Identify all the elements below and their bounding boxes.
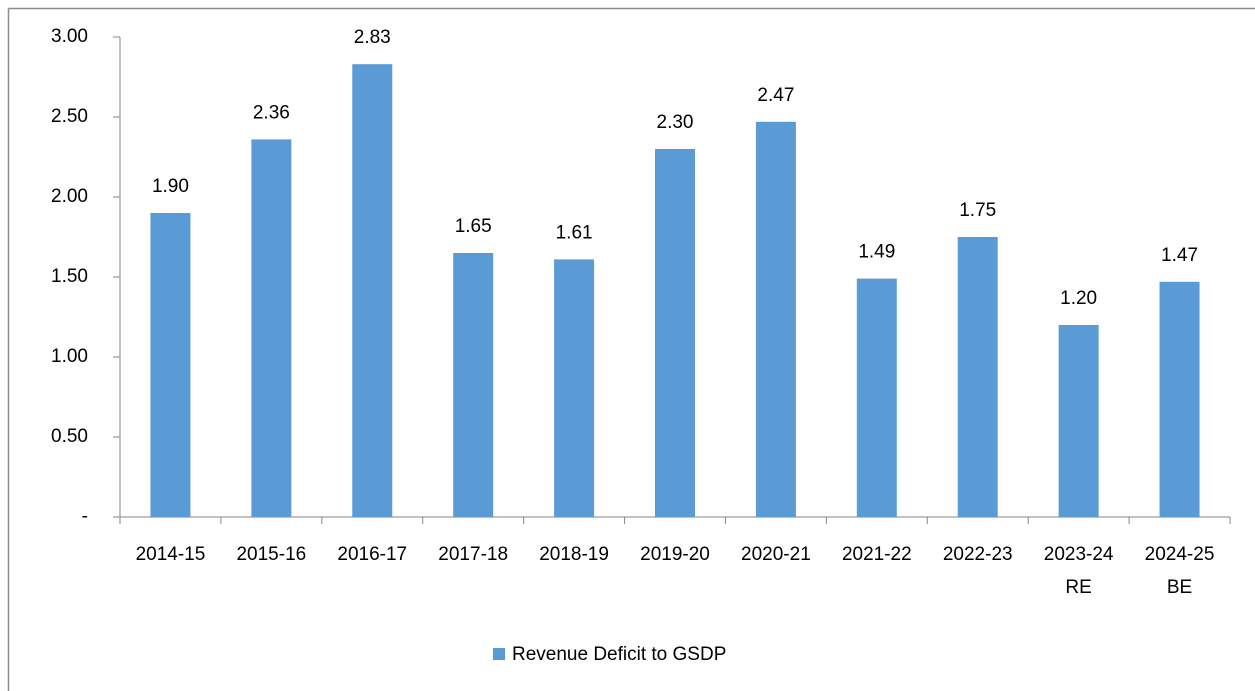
bar	[856, 278, 897, 517]
data-label: 1.90	[152, 176, 189, 197]
y-tick-label: 1.50	[51, 266, 88, 287]
x-tick-label: 2017-18	[438, 544, 509, 565]
x-tick-label: 2015-16	[236, 544, 307, 565]
x-tick-label: 2022-23	[942, 544, 1013, 565]
x-tick-label: 2016-17	[337, 544, 408, 565]
x-tick-label: 2014-15	[135, 544, 206, 565]
legend-label: Revenue Deficit to GSDP	[512, 644, 726, 665]
data-label: 2.83	[354, 27, 391, 48]
y-tick-label: 1.00	[51, 346, 88, 367]
data-label: 1.65	[455, 216, 492, 237]
bar	[453, 253, 494, 517]
bar	[251, 139, 292, 517]
data-label: 1.61	[556, 222, 593, 243]
x-tick-label: 2020-21	[741, 544, 811, 565]
x-tick-label: 2018-19	[539, 544, 609, 565]
bar	[352, 64, 393, 517]
x-tick-label: 2019-20	[640, 544, 710, 565]
data-label: 1.47	[1161, 245, 1198, 266]
x-tick-label: 2024-25 BE	[1144, 544, 1215, 598]
data-label: 2.30	[657, 112, 694, 133]
data-label: 2.36	[253, 102, 290, 123]
y-tick-label: 3.00	[51, 26, 88, 47]
x-tick-label: 2023-24 RE	[1043, 544, 1114, 598]
bar	[1058, 325, 1099, 517]
bar	[655, 149, 695, 517]
data-label: 1.20	[1060, 288, 1097, 309]
y-tick-label: -	[82, 506, 88, 527]
data-label: 1.75	[959, 200, 996, 221]
bar	[957, 237, 998, 517]
bar	[755, 121, 796, 518]
data-label: 1.49	[858, 242, 895, 263]
x-tick-label: 2021-22	[841, 544, 912, 565]
bar	[554, 259, 595, 517]
y-tick-label: 2.50	[51, 106, 88, 127]
bar	[150, 213, 191, 517]
legend-swatch	[493, 648, 505, 660]
bar	[1159, 281, 1200, 517]
y-tick-label: 2.00	[51, 186, 88, 207]
y-tick-label: 0.50	[51, 426, 88, 447]
data-label: 2.47	[757, 85, 794, 106]
